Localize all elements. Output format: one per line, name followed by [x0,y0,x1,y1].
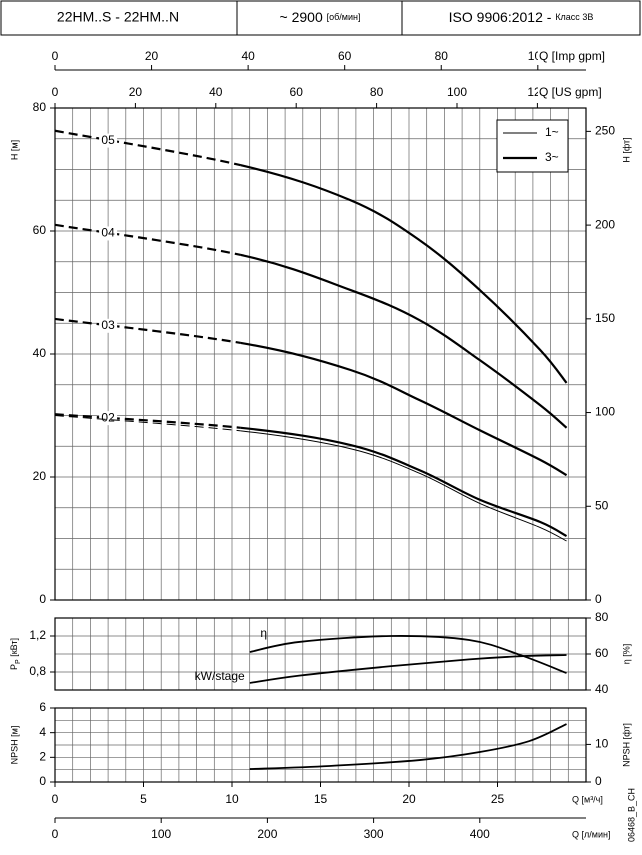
y-axis-title: PP [кВт] [9,638,22,670]
y-tick-label: 60 [33,223,47,237]
label-bg [99,411,118,426]
bottom-axis-title: Q [л/мин] [572,829,610,839]
legend-frame [496,119,569,173]
y-tick-label: 20 [33,469,47,483]
top-tick-label: 80 [435,49,449,63]
label-bg [99,226,118,241]
y-title-unit: [кВт] [9,638,19,659]
speed: ~ 2900 [об/мин] [280,9,361,25]
y2-tick-label: 0 [595,774,602,788]
model: 22HM..S - 22HM..N [57,9,179,25]
curve [240,253,568,429]
curve-dashed [54,415,241,432]
y2-tick-label: 150 [595,311,615,325]
top-tick-label: 0 [52,49,59,63]
y2-tick-label: 250 [595,124,615,138]
curve [249,723,567,770]
curve [249,635,567,674]
header-frame [0,0,641,36]
y-tick-label: 0,8 [29,664,46,678]
bottom-tick-label: 300 [364,827,384,841]
curve-label: 04 [101,226,115,240]
y-tick-label: 1,2 [29,628,46,642]
speed-value: ~ 2900 [280,9,323,25]
curve-dashed [54,129,242,167]
y2-tick-label: 40 [595,682,609,696]
curve-label: 03 [101,318,115,332]
top-tick-label: 40 [241,49,255,63]
bottom-tick-label: 0 [52,827,59,841]
curve-label: kW/stage [195,669,245,683]
speed-unit: [об/мин] [327,12,361,22]
y2-axis-title: H [фт] [621,137,631,162]
y-axis-title: H [м] [9,140,19,160]
top-tick-label: 80 [370,85,384,99]
drawing-code: 06468_B_CH [626,788,636,842]
curve-dashed [54,223,242,257]
y-axis-title: NPSH [м] [9,726,19,765]
y2-tick-label: 100 [595,405,615,419]
curve [240,426,568,538]
top-tick-label: 100 [447,85,467,99]
x-tick-label: 25 [491,792,505,806]
y2-tick-label: 50 [595,498,609,512]
label-bg [99,318,118,333]
title-bg [538,49,604,65]
y-tick-label: 80 [33,100,47,114]
x-tick-label: 0 [52,792,59,806]
y2-tick-label: 80 [595,610,609,624]
top-tick-label: 60 [338,49,352,63]
y2-axis-title: NPSH [фт] [621,723,631,767]
curve [240,341,568,477]
x-tick-label: 10 [225,792,239,806]
curve [249,654,567,684]
top-tick-label: 0 [52,85,59,99]
top-tick-label: 20 [145,49,159,63]
top-tick-label: 40 [209,85,223,99]
bottom-tick-label: 100 [151,827,171,841]
curve [240,164,568,384]
curve-dashed [54,413,241,429]
bottom-tick-label: 400 [470,827,490,841]
x-tick-label: 5 [140,792,147,806]
title-bg [538,85,604,101]
top-tick-label: 60 [290,85,304,99]
standard: ISO 9906:2012 - Класс 3В [449,9,594,25]
y-tick-label: 2 [39,750,46,764]
bottom-tick-label: 200 [257,827,277,841]
y-tick-label: 40 [33,346,47,360]
y2-tick-label: 200 [595,217,615,231]
top-axis-title: Q [Imp gpm] [539,49,605,63]
legend-label: 1~ [545,125,559,139]
legend-label: 3~ [545,150,559,164]
x-tick-label: 20 [402,792,416,806]
y-tick-label: 0 [39,774,46,788]
label-bg [99,133,118,148]
y2-tick-label: 10 [595,737,609,751]
y-tick-label: 6 [39,700,46,714]
y-tick-label: 0 [39,592,46,606]
curve-label: 05 [101,133,115,147]
curve-label: η [260,626,267,640]
standard-name: ISO 9906:2012 - [449,9,552,25]
y2-tick-label: 60 [595,646,609,660]
y-tick-label: 4 [39,725,46,739]
curve [240,430,567,542]
x-axis-title: Q [м³/ч] [572,794,603,804]
x-tick-label: 15 [314,792,328,806]
curve-dashed [54,317,242,345]
y2-axis-title: η [%] [621,644,631,665]
curve-label: 02 [101,410,115,424]
top-axis-title: Q [US gpm] [539,85,602,99]
y2-tick-label: 0 [595,592,602,606]
y-title-sub: P [15,659,22,664]
top-tick-label: 20 [129,85,143,99]
class: Класс 3В [555,12,593,22]
y-title-main: P [9,664,19,670]
